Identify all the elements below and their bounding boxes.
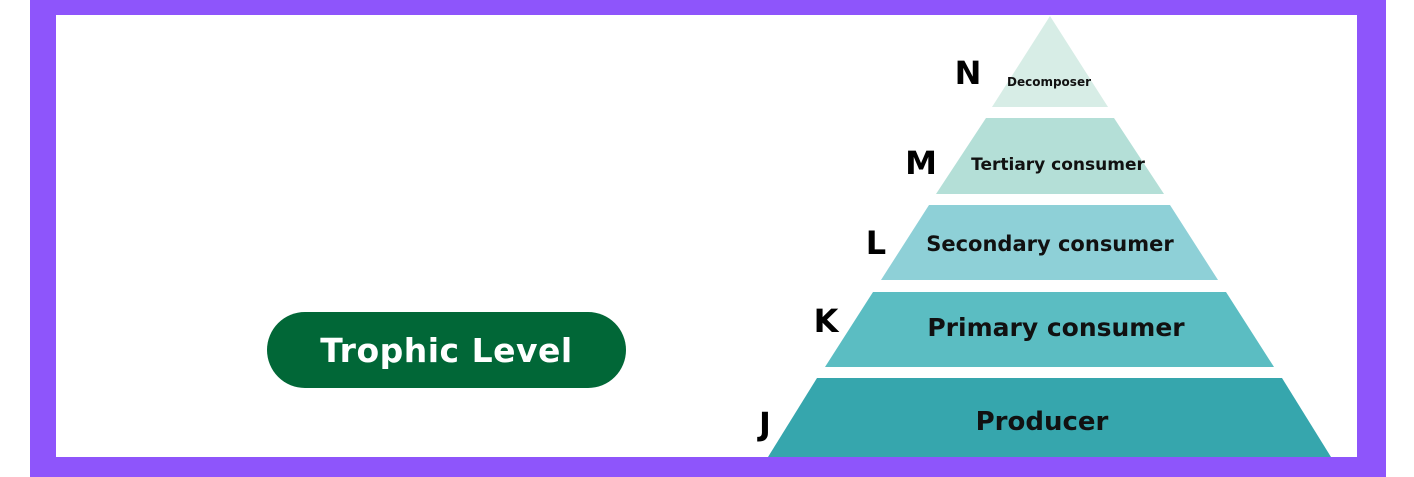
pyramid-tier-decomposer — [992, 16, 1108, 107]
tier-label-decomposer: Decomposer — [1007, 75, 1091, 89]
level-letter-l: L — [866, 224, 886, 262]
tier-label-secondary-consumer: Secondary consumer — [926, 232, 1174, 256]
pyramid-tier-secondary-consumer — [881, 205, 1218, 280]
pyramid-tier-producer — [768, 378, 1331, 457]
level-letter-j: J — [757, 405, 771, 443]
tier-label-tertiary-consumer: Tertiary consumer — [971, 155, 1145, 175]
pyramid-tier-tertiary-consumer — [936, 118, 1164, 194]
title-badge: Trophic Level — [267, 312, 626, 388]
level-letter-m: M — [905, 144, 937, 182]
tier-label-primary-consumer: Primary consumer — [927, 313, 1185, 342]
tier-label-producer: Producer — [976, 407, 1109, 437]
level-letter-k: K — [814, 302, 840, 340]
pyramid-tier-primary-consumer — [825, 292, 1274, 367]
level-letter-n: N — [955, 54, 982, 92]
